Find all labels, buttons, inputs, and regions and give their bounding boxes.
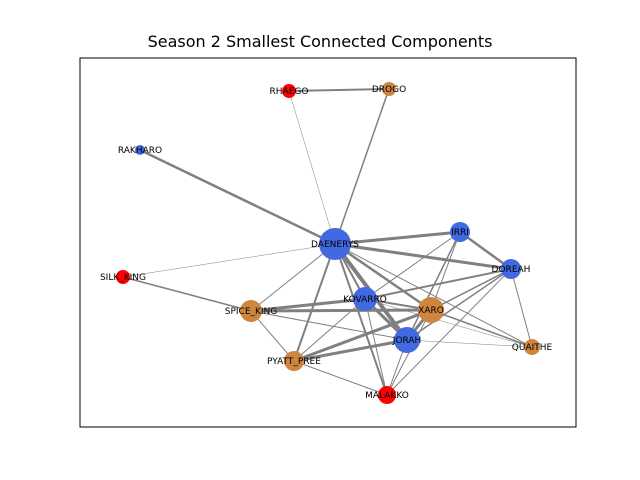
edge-jorah-pyatt_pree <box>292 338 409 363</box>
edge-xaro-pyatt_pree <box>292 308 433 363</box>
node-xaro[interactable] <box>418 297 444 323</box>
edge-daenerys-quaithe <box>334 243 533 348</box>
node-quaithe[interactable] <box>524 339 540 355</box>
node-label-daenerys: DAENERYS <box>311 240 359 250</box>
edge-daenerys-irri <box>333 230 462 246</box>
edge-rhaego-drogo <box>288 88 390 92</box>
edge-silk_king-daenerys <box>122 243 336 278</box>
node-label-drogo: DROGO <box>372 85 406 95</box>
edge-irri-jorah <box>406 231 461 341</box>
edge-kovarro-spice_king <box>249 297 367 313</box>
edge-irri-kovarro <box>364 231 461 300</box>
edge-daenerys-xaro <box>333 242 433 312</box>
edge-doreah-xaro <box>430 268 512 311</box>
node-kovarro[interactable] <box>353 287 377 311</box>
node-doreah[interactable] <box>501 259 521 279</box>
node-spice-king[interactable] <box>240 300 262 322</box>
node-label-irri: IRRI <box>451 228 469 238</box>
plot-frame <box>79 57 577 428</box>
edge-daenerys-spice_king <box>250 243 336 312</box>
node-label-doreah: DOREAH <box>492 265 531 275</box>
node-daenerys[interactable] <box>319 228 351 260</box>
edge-daenerys-pyatt_pree <box>293 243 336 362</box>
node-irri[interactable] <box>450 222 470 242</box>
node-label-pyatt-pree: PYATT_PREE <box>267 357 321 367</box>
edge-spice_king-jorah <box>250 310 408 341</box>
edge-doreah-malakko <box>386 268 512 396</box>
edge-pyatt_pree-malakko <box>293 360 388 396</box>
node-label-rhaego: RHAEGO <box>270 87 309 97</box>
node-label-xaro: XARO <box>418 306 444 316</box>
edge-doreah-jorah <box>406 268 512 341</box>
chart-title: Season 2 Smallest Connected Components <box>147 32 493 51</box>
node-label-malakko: MALAKKO <box>365 391 409 401</box>
edge-doreah-quaithe <box>510 268 533 348</box>
edge-silk_king-spice_king <box>122 276 252 312</box>
edge-doreah-kovarro <box>364 268 512 300</box>
edge-drogo-daenerys <box>334 88 390 245</box>
edge-rakharo-daenerys <box>138 148 337 246</box>
node-label-jorah: JORAH <box>392 336 422 346</box>
node-malakko[interactable] <box>378 386 396 404</box>
node-jorah[interactable] <box>394 327 420 353</box>
edge-kovarro-quaithe <box>364 298 533 348</box>
edge-jorah-quaithe <box>406 339 533 348</box>
node-drogo[interactable] <box>382 82 396 96</box>
node-silk-king[interactable] <box>116 270 130 284</box>
edge-daenerys-doreah <box>333 242 513 271</box>
edge-irri-doreah <box>458 230 513 271</box>
node-label-spice-king: SPICE_KING <box>225 307 278 317</box>
node-rhaego[interactable] <box>282 84 296 98</box>
edge-xaro-quaithe <box>430 309 533 348</box>
edge-daenerys-malakko <box>334 243 388 396</box>
node-layer <box>116 82 540 404</box>
node-rakharo[interactable] <box>135 145 145 155</box>
node-label-quaithe: QUAITHE <box>512 343 553 353</box>
node-pyatt-pree[interactable] <box>284 351 304 371</box>
node-label-kovarro: KOVARRO <box>343 295 387 305</box>
label-layer: DAENERYS RHAEGO DROGO RAKHARO IRRI DOREAH SILK… <box>100 85 553 401</box>
edge-irri-xaro <box>430 231 461 311</box>
edge-xaro-spice_king <box>249 308 433 313</box>
node-label-silk-king: SILK_KING <box>100 273 146 283</box>
edge-rhaego-daenerys <box>288 90 336 245</box>
node-label-rakharo: RAKHARO <box>118 146 162 156</box>
